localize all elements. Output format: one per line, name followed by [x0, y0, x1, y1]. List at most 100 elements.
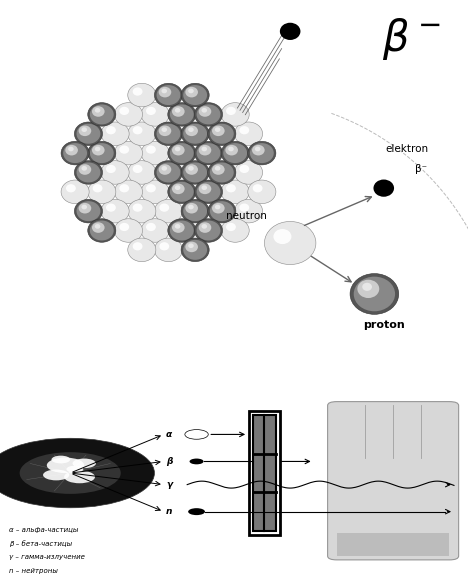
Circle shape — [160, 204, 169, 212]
Circle shape — [181, 122, 209, 146]
Circle shape — [210, 201, 234, 221]
Circle shape — [210, 163, 234, 183]
Circle shape — [221, 180, 249, 204]
Circle shape — [181, 83, 209, 107]
Text: β: β — [166, 457, 173, 466]
Circle shape — [88, 102, 116, 126]
Circle shape — [208, 199, 236, 223]
Circle shape — [202, 185, 207, 190]
Circle shape — [146, 223, 156, 231]
Circle shape — [188, 508, 205, 515]
Circle shape — [197, 143, 220, 163]
Circle shape — [175, 224, 181, 229]
Circle shape — [161, 128, 167, 132]
Circle shape — [221, 219, 249, 242]
Circle shape — [61, 142, 89, 165]
Circle shape — [264, 222, 316, 264]
Circle shape — [188, 166, 194, 171]
Circle shape — [170, 221, 194, 240]
Circle shape — [73, 459, 96, 468]
Circle shape — [212, 203, 225, 214]
Circle shape — [156, 124, 181, 144]
Circle shape — [92, 145, 105, 156]
Text: β⁻: β⁻ — [415, 164, 427, 174]
Circle shape — [81, 166, 87, 171]
Circle shape — [133, 126, 142, 135]
Circle shape — [159, 87, 171, 98]
Circle shape — [212, 126, 225, 136]
Circle shape — [160, 242, 169, 250]
Circle shape — [79, 164, 91, 175]
Circle shape — [146, 146, 156, 154]
Circle shape — [185, 126, 198, 136]
Circle shape — [119, 146, 129, 154]
Circle shape — [234, 199, 263, 223]
Circle shape — [199, 222, 212, 233]
Circle shape — [195, 219, 223, 242]
Circle shape — [128, 122, 156, 146]
Circle shape — [239, 126, 249, 135]
Circle shape — [172, 106, 184, 117]
Circle shape — [133, 242, 142, 250]
Circle shape — [93, 184, 102, 192]
Circle shape — [114, 180, 142, 204]
Circle shape — [185, 203, 198, 214]
Circle shape — [215, 128, 220, 132]
Circle shape — [188, 128, 194, 132]
Circle shape — [183, 201, 207, 221]
Circle shape — [225, 145, 238, 156]
Circle shape — [223, 143, 247, 163]
Circle shape — [168, 142, 196, 165]
Circle shape — [350, 274, 399, 314]
Bar — [249, 411, 280, 535]
Circle shape — [228, 147, 234, 152]
Circle shape — [255, 147, 261, 152]
Circle shape — [185, 164, 198, 175]
Circle shape — [190, 459, 204, 464]
Circle shape — [154, 161, 183, 184]
Circle shape — [47, 457, 84, 473]
Circle shape — [90, 104, 114, 125]
Text: neutron: neutron — [226, 211, 267, 221]
Circle shape — [226, 223, 236, 231]
Circle shape — [172, 184, 184, 194]
Circle shape — [195, 142, 223, 165]
Text: proton: proton — [363, 321, 405, 331]
Circle shape — [81, 128, 87, 132]
Circle shape — [168, 219, 196, 242]
Circle shape — [141, 219, 169, 242]
Circle shape — [128, 161, 156, 184]
Bar — [337, 534, 449, 556]
Circle shape — [106, 126, 116, 135]
Circle shape — [199, 145, 212, 156]
Circle shape — [226, 184, 236, 192]
Circle shape — [181, 199, 209, 223]
Circle shape — [43, 470, 69, 480]
Circle shape — [92, 222, 105, 233]
Bar — [253, 415, 276, 531]
Circle shape — [66, 184, 76, 192]
Circle shape — [133, 87, 142, 96]
Circle shape — [141, 102, 169, 126]
Circle shape — [208, 161, 236, 184]
Circle shape — [79, 126, 91, 136]
Circle shape — [156, 163, 181, 183]
Circle shape — [106, 165, 116, 173]
Circle shape — [74, 122, 102, 146]
Circle shape — [195, 180, 223, 204]
Circle shape — [172, 222, 184, 233]
Circle shape — [183, 163, 207, 183]
Circle shape — [234, 161, 263, 184]
FancyBboxPatch shape — [328, 401, 459, 560]
Circle shape — [362, 283, 372, 291]
Circle shape — [159, 164, 171, 175]
Circle shape — [95, 108, 101, 113]
Circle shape — [141, 142, 169, 165]
Text: α – альфа-частицы: α – альфа-частицы — [9, 527, 79, 533]
Circle shape — [195, 102, 223, 126]
Circle shape — [202, 108, 207, 113]
Circle shape — [248, 180, 276, 204]
Circle shape — [81, 205, 87, 209]
Circle shape — [79, 203, 91, 214]
Circle shape — [159, 126, 171, 136]
